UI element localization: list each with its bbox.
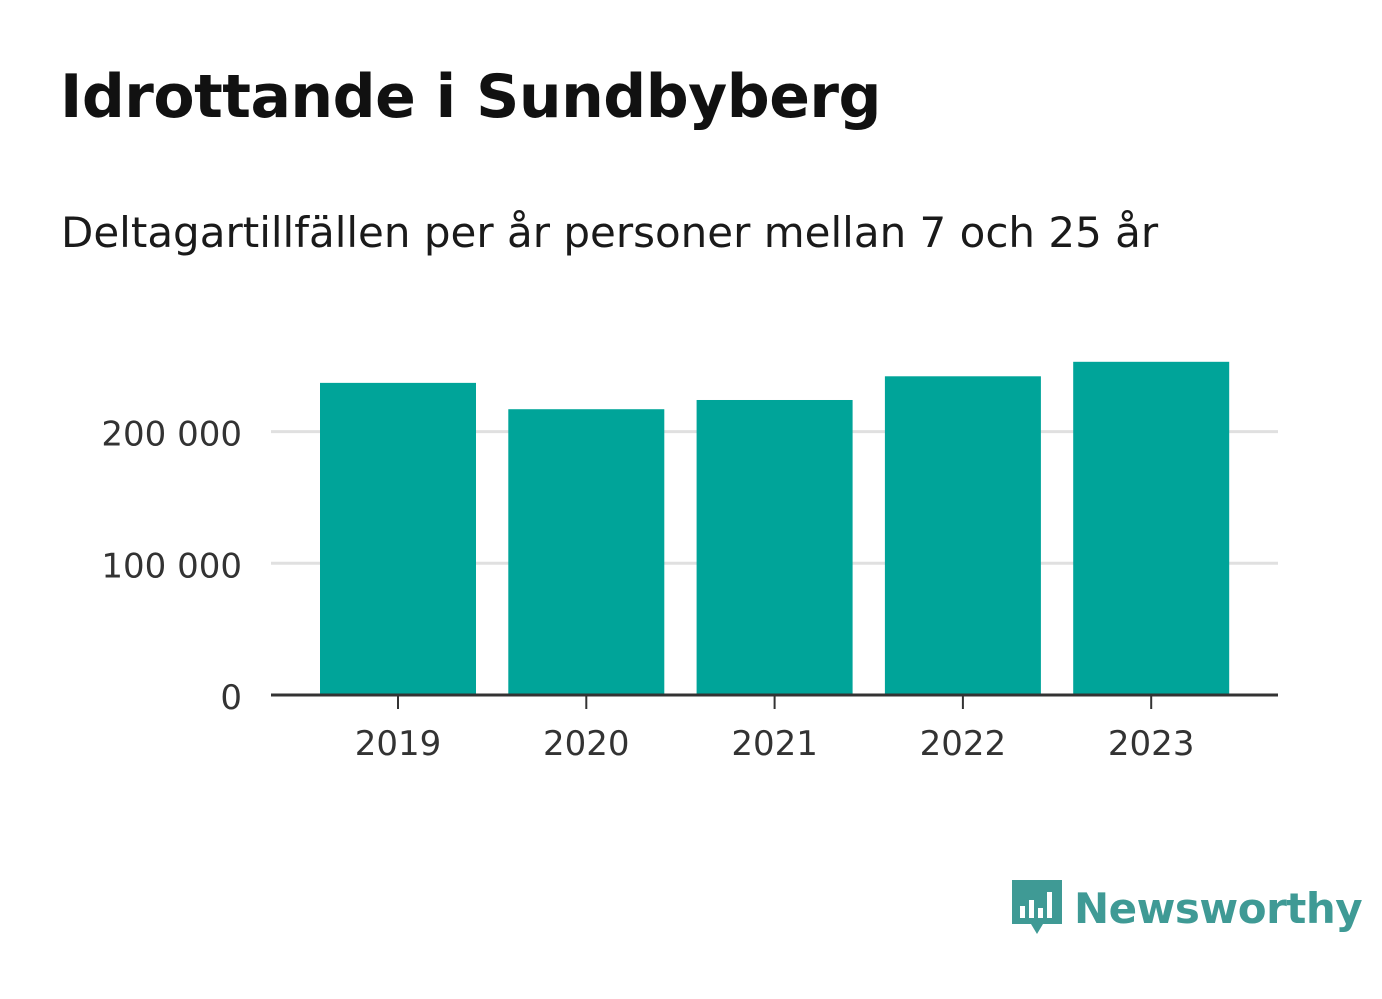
bar bbox=[696, 399, 853, 695]
bar bbox=[320, 382, 476, 695]
x-tick-label: 2021 bbox=[731, 724, 818, 764]
y-tick-label: 0 bbox=[220, 678, 242, 718]
x-tick-label: 2022 bbox=[920, 724, 1007, 764]
bar bbox=[1073, 361, 1230, 695]
bar bbox=[884, 376, 1041, 695]
chart-subtitle: Deltagartillfällen per år personer mella… bbox=[61, 208, 1159, 257]
newsworthy-logo: Newsworthy bbox=[1010, 878, 1363, 938]
bar-chart-speech-bubble-icon bbox=[1012, 880, 1062, 934]
brand-name: Newsworthy bbox=[1074, 883, 1363, 933]
x-tick-label: 2019 bbox=[355, 724, 442, 764]
bar bbox=[508, 409, 665, 695]
y-tick-label: 100 000 bbox=[101, 546, 242, 586]
x-tick-label: 2020 bbox=[543, 724, 630, 764]
chart-title: Idrottande i Sundbyberg bbox=[60, 62, 881, 132]
y-tick-label: 200 000 bbox=[101, 415, 242, 455]
x-tick-label: 2023 bbox=[1108, 724, 1195, 764]
